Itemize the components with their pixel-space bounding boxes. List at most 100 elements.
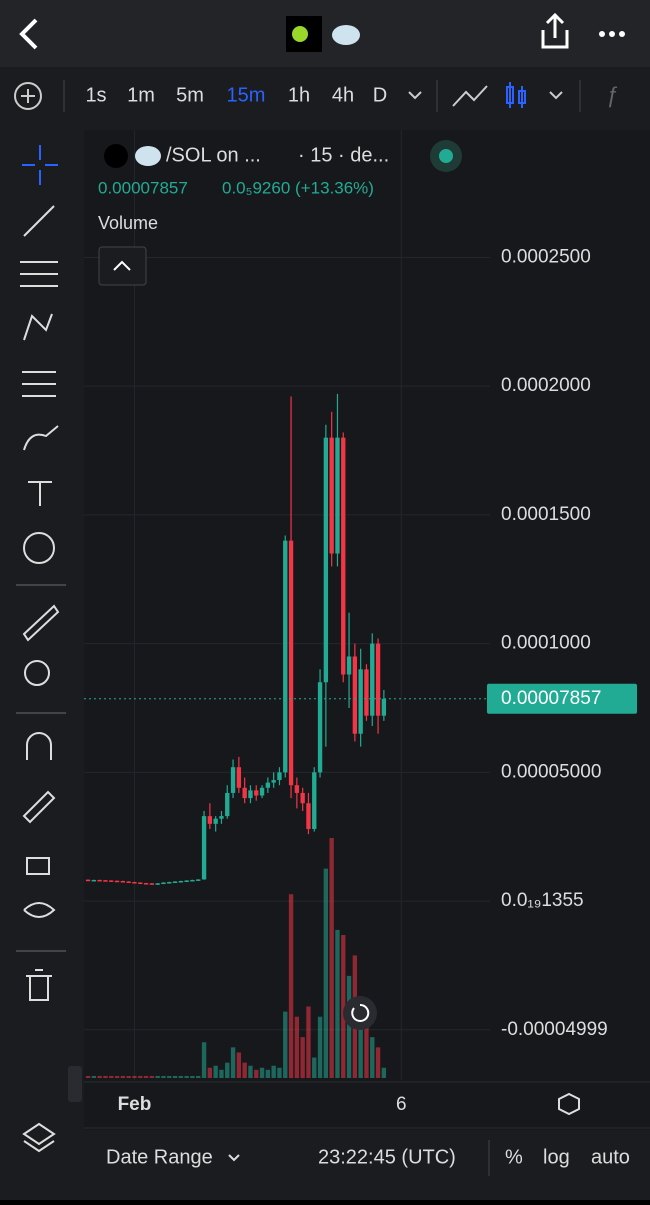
back-button[interactable] <box>19 18 38 50</box>
brush-tool[interactable] <box>23 425 59 451</box>
interval-button[interactable]: 1m <box>127 84 155 106</box>
symbol-detail: · 15 · de... <box>298 144 389 166</box>
volume-bar <box>178 1075 184 1078</box>
volume-bar <box>236 1052 242 1078</box>
formula-button[interactable]: ƒ <box>606 82 618 107</box>
candle-body <box>323 437 329 683</box>
x-tick-label: 6 <box>396 1094 407 1115</box>
y-tick-label: 0.0001000 <box>501 633 591 654</box>
ruler-tool[interactable] <box>22 604 60 642</box>
candle-body <box>283 540 288 773</box>
legend-emoji <box>135 146 161 166</box>
collapse-legend-button[interactable] <box>98 246 147 286</box>
log-button[interactable]: log <box>543 1146 570 1168</box>
y-tick-label: -0.00004999 <box>501 1019 608 1040</box>
volume-bar <box>132 1075 137 1078</box>
candle-body <box>242 787 247 799</box>
chart-type-dropdown[interactable] <box>549 91 563 100</box>
toolbar <box>0 67 650 125</box>
more-button[interactable] <box>599 31 625 37</box>
layers-button[interactable] <box>22 1122 56 1153</box>
volume-bar <box>265 1069 271 1078</box>
volume-bar <box>161 1075 166 1078</box>
candle-body <box>143 883 149 885</box>
candle-body <box>375 643 381 716</box>
interval-button[interactable]: D <box>373 84 387 106</box>
candle-body <box>370 643 375 716</box>
interval-button[interactable]: 15m <box>227 84 266 106</box>
trend-line-tool[interactable] <box>23 205 55 237</box>
interval-dropdown[interactable] <box>408 91 422 100</box>
volume-bar <box>294 1016 300 1078</box>
candle-body <box>358 669 363 734</box>
candle-body <box>97 879 102 882</box>
volume-bar <box>288 894 294 1078</box>
reset-button[interactable] <box>343 996 377 1030</box>
volume-bar <box>225 1062 230 1078</box>
interval-button[interactable]: 1s <box>85 84 106 106</box>
date-range-button[interactable]: Date Range <box>106 1146 213 1168</box>
drawing-tools <box>16 145 66 1153</box>
chart-settings-button[interactable] <box>558 1092 580 1116</box>
sidebar-toggle[interactable] <box>68 1066 82 1102</box>
volume-bar <box>271 1065 276 1078</box>
collapse-icon <box>113 260 131 271</box>
volume-bar <box>219 1069 224 1078</box>
candle-body <box>155 883 160 885</box>
volume-bar <box>283 1011 288 1078</box>
volume-bar <box>201 1042 207 1078</box>
volume-bar <box>109 1075 114 1078</box>
interval-button[interactable]: 1h <box>288 84 310 106</box>
zoom-tool[interactable] <box>24 660 50 686</box>
emoji-tool[interactable] <box>23 532 55 564</box>
auto-button[interactable]: auto <box>591 1146 630 1168</box>
nav-bar <box>0 0 650 67</box>
date-range-dropdown <box>228 1154 240 1162</box>
add-icon <box>21 89 35 103</box>
forecast-tool[interactable] <box>22 371 56 397</box>
volume-bar <box>97 1075 102 1078</box>
text-tool[interactable] <box>28 481 52 506</box>
last-price-badge <box>487 683 637 714</box>
add-indicator-button[interactable] <box>14 82 42 110</box>
plot: 0.0002500 0.0002000 0.0001500 0.0001000 0.00… <box>84 130 637 1115</box>
volume-label: Volume <box>98 213 158 233</box>
candle-chart-button[interactable] <box>506 82 526 108</box>
fib-tool[interactable] <box>20 261 58 287</box>
legend-token-icon <box>104 144 128 168</box>
volume-bar <box>329 838 334 1078</box>
volume-bar <box>335 929 340 1078</box>
candle-body <box>271 780 276 783</box>
legend-price: 0.00007857 <box>98 178 188 197</box>
delete-tool[interactable] <box>26 969 52 1001</box>
pattern-tool[interactable] <box>23 313 53 341</box>
volume-bar <box>370 1037 375 1078</box>
emoji-icon <box>332 25 360 45</box>
hide-tool[interactable] <box>23 902 56 918</box>
crosshair-tool[interactable] <box>22 145 58 185</box>
lock-drawings-tool[interactable] <box>22 790 56 824</box>
volume-bar <box>254 1069 259 1078</box>
candle-body <box>109 880 114 882</box>
candle-body <box>213 818 218 824</box>
magnet-tool[interactable] <box>26 732 52 760</box>
y-tick-label: 0.0002000 <box>501 375 591 396</box>
volume-bar <box>126 1075 131 1078</box>
volume-bar <box>114 1075 120 1078</box>
lock-tool[interactable] <box>26 857 50 875</box>
candle-body <box>230 767 236 793</box>
volume-bar <box>91 1075 97 1078</box>
interval-button[interactable]: 5m <box>176 84 204 106</box>
volume-bar <box>277 1067 282 1078</box>
candle-body <box>341 437 346 675</box>
share-button[interactable] <box>541 12 569 49</box>
drawing-sidebar <box>0 130 78 1190</box>
candle-body <box>207 816 213 824</box>
candle-body <box>91 879 97 882</box>
candle-body <box>288 540 294 786</box>
volume-bar <box>155 1075 160 1078</box>
percent-button[interactable]: % <box>505 1146 523 1168</box>
candle-body <box>381 698 387 716</box>
interval-button[interactable]: 4h <box>332 84 354 106</box>
line-chart-button[interactable] <box>452 85 488 107</box>
